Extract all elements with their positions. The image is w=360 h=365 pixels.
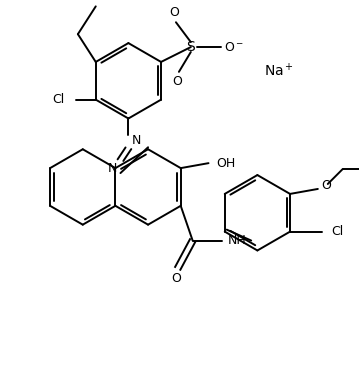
Text: O: O [171, 272, 181, 285]
Text: Cl: Cl [332, 225, 344, 238]
Text: O: O [321, 180, 331, 192]
Text: O: O [169, 6, 179, 19]
Text: NH: NH [228, 234, 247, 247]
Text: O: O [172, 75, 182, 88]
Text: S: S [186, 40, 195, 54]
Text: Na$^+$: Na$^+$ [264, 62, 294, 80]
Text: N: N [132, 134, 141, 147]
Text: O$^-$: O$^-$ [225, 41, 244, 54]
Text: Cl: Cl [52, 93, 64, 106]
Text: OH: OH [217, 157, 236, 170]
Text: N: N [108, 162, 117, 174]
